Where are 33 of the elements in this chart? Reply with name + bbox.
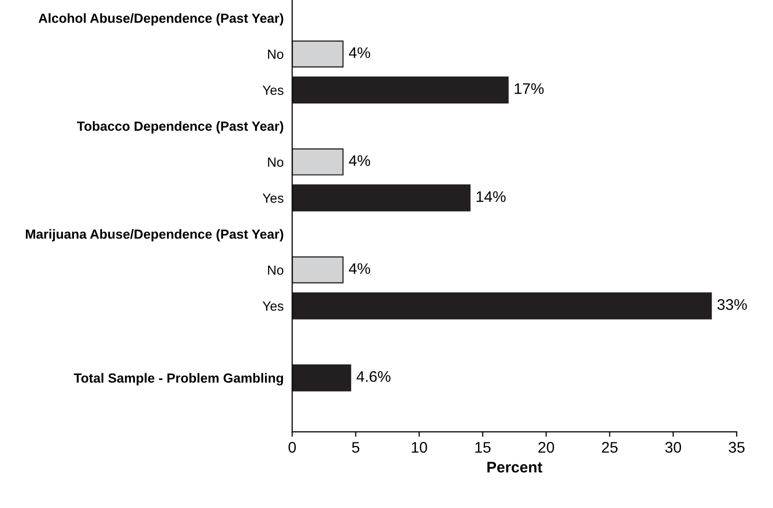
data-label: 4.6% bbox=[356, 371, 390, 382]
y-tick-label: Marijuana Abuse/Dependence (Past Year) bbox=[26, 229, 284, 242]
bar bbox=[292, 364, 352, 392]
data-label: 17% bbox=[514, 83, 544, 94]
data-label: 4% bbox=[348, 47, 370, 58]
bar bbox=[292, 256, 344, 284]
bar bbox=[292, 292, 712, 320]
y-tick-label: No bbox=[268, 50, 284, 59]
x-tick-label: 15 bbox=[475, 442, 491, 453]
x-tick-label: 35 bbox=[728, 442, 745, 453]
data-label: 14% bbox=[476, 191, 506, 202]
data-label: 33% bbox=[717, 299, 747, 310]
bar bbox=[292, 76, 509, 104]
y-tick-label: Tobacco Dependence (Past Year) bbox=[76, 121, 284, 134]
x-tick-label: 30 bbox=[665, 442, 682, 453]
x-tick-label: 5 bbox=[352, 442, 360, 453]
x-axis-title: Percent bbox=[487, 462, 542, 473]
data-label: 4% bbox=[348, 155, 370, 166]
bar bbox=[292, 184, 471, 212]
x-tick-label: 0 bbox=[288, 442, 296, 453]
bar bbox=[292, 40, 344, 68]
y-tick-label: Yes bbox=[262, 302, 284, 311]
y-tick-label: Alcohol Abuse/Dependence (Past Year) bbox=[38, 13, 284, 26]
x-tick-label: 10 bbox=[412, 442, 428, 453]
x-tick-label: 20 bbox=[538, 442, 554, 453]
x-tick-label: 25 bbox=[602, 442, 618, 453]
y-tick-label: Yes bbox=[262, 86, 284, 95]
y-tick-label: Total Sample - Problem Gambling bbox=[74, 373, 283, 386]
y-tick-label: No bbox=[268, 158, 284, 167]
y-tick-label: No bbox=[268, 266, 284, 275]
data-label: 4% bbox=[348, 263, 370, 274]
bar bbox=[292, 148, 344, 176]
y-tick-label: Yes bbox=[262, 194, 284, 203]
